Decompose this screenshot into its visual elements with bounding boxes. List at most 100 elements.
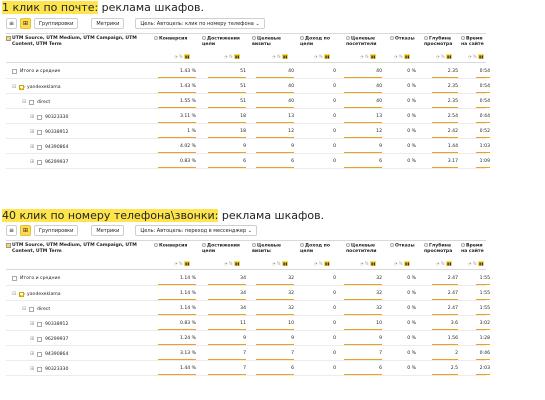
radio-icon[interactable] (252, 36, 256, 40)
radio-icon[interactable] (424, 243, 428, 247)
metric-header[interactable]: Доход по цели (300, 36, 343, 48)
bar-chart-icon[interactable]: ▮▮ (281, 261, 289, 266)
row-label[interactable]: ⊞ 90338912 (30, 129, 68, 135)
row-label[interactable]: ⊞ 90323330 (30, 366, 68, 372)
expand-icon[interactable]: ⊞ (30, 159, 35, 165)
bar-chart-icon[interactable]: ▮▮ (183, 54, 191, 59)
groupings-button[interactable]: Группировки (34, 18, 79, 29)
metric-header[interactable]: Конверсия (154, 36, 199, 42)
metric-header[interactable]: Время на сайте (461, 243, 489, 255)
column-tools[interactable]: ◔ % ▮▮ (436, 54, 453, 59)
percent-icon[interactable]: % (228, 261, 233, 266)
percent-icon[interactable]: % (398, 261, 403, 266)
bar-chart-icon[interactable]: ▮▮ (445, 54, 453, 59)
totals-row[interactable]: Итого и средние 1.43 % 51 40 0 40 0 % 2.35 0:54 (6, 65, 490, 79)
bar-chart-icon[interactable]: ▮▮ (445, 261, 453, 266)
radio-icon[interactable] (202, 243, 206, 247)
column-tools[interactable]: ◔ % ▮▮ (174, 261, 191, 266)
table-row[interactable]: ⊞ 90323330 1.44 % 7 6 0 6 0 % 2.5 2:03 (6, 362, 490, 376)
pie-icon[interactable]: ◔ (174, 261, 178, 266)
percent-icon[interactable]: % (178, 54, 183, 59)
checkbox-icon[interactable] (37, 336, 42, 342)
metric-header[interactable]: Конверсия (154, 243, 199, 249)
goal-select[interactable]: Цель: Автоцель: клик по номеру телефона … (135, 18, 265, 29)
bar-chart-icon[interactable]: ▮▮ (233, 261, 241, 266)
row-label[interactable]: Итого и средние (12, 276, 60, 281)
list-view-button[interactable]: ≡ (6, 18, 17, 29)
table-row[interactable]: ⊟ yandexeklama 1.14 % 34 32 0 32 0 % 2.47 1:55 (6, 287, 490, 301)
column-tools[interactable]: ◔ % ▮▮ (224, 261, 241, 266)
checkbox-icon[interactable] (19, 291, 24, 297)
radio-icon[interactable] (461, 243, 465, 247)
expand-icon[interactable]: ⊞ (30, 114, 35, 120)
expand-icon[interactable]: ⊞ (30, 351, 35, 357)
radio-icon[interactable] (424, 36, 428, 40)
checkbox-icon[interactable] (37, 159, 42, 165)
checkbox-icon[interactable] (37, 114, 42, 120)
checkbox-icon[interactable] (6, 36, 11, 41)
column-tools[interactable]: ◔ % ▮▮ (272, 261, 289, 266)
pie-icon[interactable]: ◔ (360, 261, 364, 266)
expand-icon[interactable]: ⊞ (30, 336, 35, 342)
radio-icon[interactable] (461, 36, 465, 40)
column-tools[interactable]: ◔ % ▮▮ (394, 261, 411, 266)
pie-icon[interactable]: ◔ (436, 54, 440, 59)
column-tools[interactable]: ◔ % ▮▮ (314, 261, 331, 266)
column-tools[interactable]: ◔ % ▮▮ (436, 261, 453, 266)
table-row[interactable]: ⊞ 94390864 3.13 % 7 7 0 7 0 % 2 0:46 (6, 347, 490, 361)
checkbox-icon[interactable] (29, 306, 34, 312)
percent-icon[interactable]: % (318, 261, 323, 266)
table-row[interactable]: ⊟ direct 1.14 % 34 32 0 32 0 % 2.47 1:55 (6, 302, 490, 316)
bar-chart-icon[interactable]: ▮▮ (403, 54, 411, 59)
metric-header[interactable]: Время на сайте (461, 36, 489, 48)
tree-view-button[interactable]: ⊞ (20, 18, 31, 29)
row-label[interactable]: Итого и средние (12, 69, 60, 74)
tree-view-button[interactable]: ⊞ (20, 225, 31, 236)
pie-icon[interactable]: ◔ (314, 261, 318, 266)
metric-header[interactable]: Глубина просмотра (424, 243, 458, 255)
percent-icon[interactable]: % (398, 54, 403, 59)
table-row[interactable]: ⊞ 94390864 4.02 % 9 9 0 9 0 % 1.44 1:03 (6, 140, 490, 154)
table-row[interactable]: ⊞ 90338912 1 % 18 12 0 12 0 % 2.42 0:52 (6, 125, 490, 139)
totals-row[interactable]: Итого и средние 1.14 % 34 32 0 32 0 % 2.47 1:55 (6, 272, 490, 286)
pie-icon[interactable]: ◔ (468, 54, 472, 59)
percent-icon[interactable]: % (472, 261, 477, 266)
table-row[interactable]: ⊞ 96299937 1.24 % 9 9 0 9 0 % 1.56 1:28 (6, 332, 490, 346)
bar-chart-icon[interactable]: ▮▮ (233, 54, 241, 59)
radio-icon[interactable] (390, 36, 394, 40)
bar-chart-icon[interactable]: ▮▮ (281, 54, 289, 59)
checkbox-icon[interactable] (37, 366, 42, 372)
column-tools[interactable]: ◔ % ▮▮ (224, 54, 241, 59)
column-tools[interactable]: ◔ % ▮▮ (394, 54, 411, 59)
row-label[interactable]: ⊟ direct (22, 306, 50, 312)
checkbox-icon[interactable] (12, 276, 17, 281)
pie-icon[interactable]: ◔ (394, 54, 398, 59)
groupings-button[interactable]: Группировки (34, 225, 79, 236)
radio-icon[interactable] (154, 243, 158, 247)
metric-header[interactable]: Целевые визиты (252, 243, 297, 255)
row-label[interactable]: ⊞ 90338912 (30, 321, 68, 327)
radio-icon[interactable] (390, 243, 394, 247)
table-row[interactable]: ⊟ yandexeklama 1.43 % 51 40 0 40 0 % 2.35 0:54 (6, 80, 490, 94)
bar-chart-icon[interactable]: ▮▮ (477, 261, 485, 266)
column-tools[interactable]: ◔ % ▮▮ (468, 261, 485, 266)
pie-icon[interactable]: ◔ (314, 54, 318, 59)
pie-icon[interactable]: ◔ (224, 54, 228, 59)
percent-icon[interactable]: % (364, 261, 369, 266)
expand-icon[interactable]: ⊞ (30, 321, 35, 327)
pie-icon[interactable]: ◔ (272, 54, 276, 59)
pie-icon[interactable]: ◔ (468, 261, 472, 266)
metric-header[interactable]: Глубина просмотра (424, 36, 458, 48)
collapse-icon[interactable]: ⊟ (12, 84, 17, 90)
percent-icon[interactable]: % (472, 54, 477, 59)
metric-header[interactable]: Целевые визиты (252, 36, 297, 48)
percent-icon[interactable]: % (364, 54, 369, 59)
pie-icon[interactable]: ◔ (394, 261, 398, 266)
collapse-icon[interactable]: ⊟ (22, 99, 27, 105)
column-tools[interactable]: ◔ % ▮▮ (360, 54, 377, 59)
column-tools[interactable]: ◔ % ▮▮ (314, 54, 331, 59)
checkbox-icon[interactable] (19, 84, 24, 90)
metric-header[interactable]: Целевые посетители (346, 36, 387, 48)
row-label[interactable]: ⊞ 94390864 (30, 351, 68, 357)
radio-icon[interactable] (346, 36, 350, 40)
